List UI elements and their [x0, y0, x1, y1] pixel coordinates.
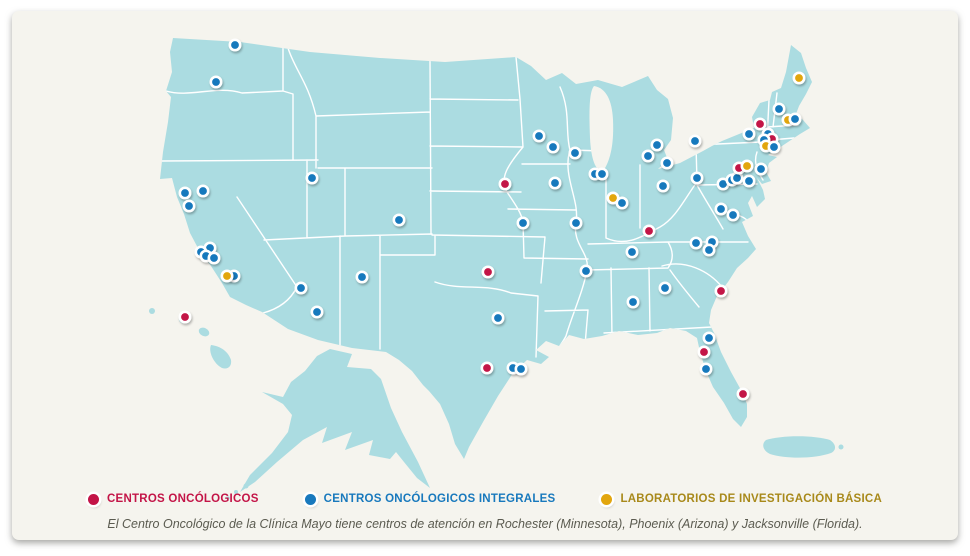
- map-marker-integral[interactable]: [730, 171, 744, 185]
- aleutian-island: [234, 490, 238, 494]
- map-marker-integral[interactable]: [178, 186, 192, 200]
- puerto-rico: [763, 436, 844, 458]
- map-marker-oncologico[interactable]: [480, 361, 494, 375]
- landmass: [149, 38, 844, 500]
- map-marker-integral[interactable]: [788, 112, 802, 126]
- map-marker-integral[interactable]: [641, 149, 655, 163]
- legend-label: CENTROS ONCÓLOGICOS INTEGRALES: [323, 493, 556, 505]
- map-marker-integral[interactable]: [615, 196, 629, 210]
- legend-label: CENTROS ONCÓLOGICOS: [106, 493, 259, 505]
- red-marker-icon: [87, 493, 99, 505]
- map-marker-oncologico[interactable]: [753, 117, 767, 131]
- map-marker-integral[interactable]: [294, 281, 308, 295]
- map-marker-integral[interactable]: [548, 176, 562, 190]
- map-marker-oncologico[interactable]: [736, 387, 750, 401]
- map-marker-integral[interactable]: [569, 216, 583, 230]
- map-marker-integral[interactable]: [355, 270, 369, 284]
- map-marker-integral[interactable]: [689, 236, 703, 250]
- map-marker-integral[interactable]: [392, 213, 406, 227]
- map-marker-integral[interactable]: [656, 179, 670, 193]
- state-borders: [160, 44, 799, 358]
- legend-item-laboratorios: LABORATORIOS DE INVESTIGACIÓN BÁSICA: [601, 493, 882, 505]
- map-marker-integral[interactable]: [595, 167, 609, 181]
- map-marker-integral[interactable]: [726, 208, 740, 222]
- map-marker-integral[interactable]: [209, 75, 223, 89]
- map-marker-integral[interactable]: [491, 311, 505, 325]
- blue-marker-icon: [304, 493, 316, 505]
- map-marker-integral[interactable]: [658, 281, 672, 295]
- map-marker-laboratorio[interactable]: [220, 269, 234, 283]
- map-marker-integral[interactable]: [532, 129, 546, 143]
- map-marker-integral[interactable]: [714, 202, 728, 216]
- alaska: [240, 349, 430, 492]
- legend: CENTROS ONCÓLOGICOS CENTROS ONCÓLOGICOS …: [0, 493, 970, 505]
- legend-item-centros-oncologicos-integrales: CENTROS ONCÓLOGICOS INTEGRALES: [304, 493, 556, 505]
- map-marker-integral[interactable]: [702, 243, 716, 257]
- legend-item-centros-oncologicos: CENTROS ONCÓLOGICOS: [87, 493, 259, 505]
- map-marker-oncologico[interactable]: [697, 345, 711, 359]
- map-marker-integral[interactable]: [568, 146, 582, 160]
- map-marker-oncologico[interactable]: [498, 177, 512, 191]
- map-marker-integral[interactable]: [690, 171, 704, 185]
- map-marker-integral[interactable]: [742, 127, 756, 141]
- map-marker-oncologico[interactable]: [178, 310, 192, 324]
- map-marker-integral[interactable]: [196, 184, 210, 198]
- legend-label: LABORATORIOS DE INVESTIGACIÓN BÁSICA: [620, 493, 883, 505]
- map-marker-integral[interactable]: [514, 362, 528, 376]
- map-marker-integral[interactable]: [742, 174, 756, 188]
- map-marker-integral[interactable]: [626, 295, 640, 309]
- map-marker-integral[interactable]: [702, 331, 716, 345]
- map-marker-integral[interactable]: [310, 305, 324, 319]
- map-marker-integral[interactable]: [767, 140, 781, 154]
- map-marker-integral[interactable]: [754, 162, 768, 176]
- map-marker-integral[interactable]: [546, 140, 560, 154]
- yellow-marker-icon: [601, 493, 613, 505]
- map-marker-integral[interactable]: [699, 362, 713, 376]
- map-marker-integral[interactable]: [688, 134, 702, 148]
- aleutian-island: [243, 483, 249, 489]
- markers-layer: [178, 38, 806, 401]
- map-marker-oncologico[interactable]: [642, 224, 656, 238]
- map-marker-integral[interactable]: [516, 216, 530, 230]
- map-marker-integral[interactable]: [182, 199, 196, 213]
- map-marker-integral[interactable]: [228, 38, 242, 52]
- caption: El Centro Oncológico de la Clínica Mayo …: [107, 517, 863, 531]
- map-marker-integral[interactable]: [579, 264, 593, 278]
- map-marker-laboratorio[interactable]: [740, 159, 754, 173]
- map-marker-oncologico[interactable]: [714, 284, 728, 298]
- map-marker-integral[interactable]: [660, 156, 674, 170]
- lake-michigan: [589, 86, 614, 172]
- map-marker-integral[interactable]: [207, 251, 221, 265]
- map-marker-laboratorio[interactable]: [792, 71, 806, 85]
- map-marker-integral[interactable]: [650, 138, 664, 152]
- map-marker-integral[interactable]: [772, 102, 786, 116]
- map-marker-oncologico[interactable]: [481, 265, 495, 279]
- map-marker-integral[interactable]: [305, 171, 319, 185]
- map-marker-integral[interactable]: [625, 245, 639, 259]
- aleutian-island: [226, 496, 230, 500]
